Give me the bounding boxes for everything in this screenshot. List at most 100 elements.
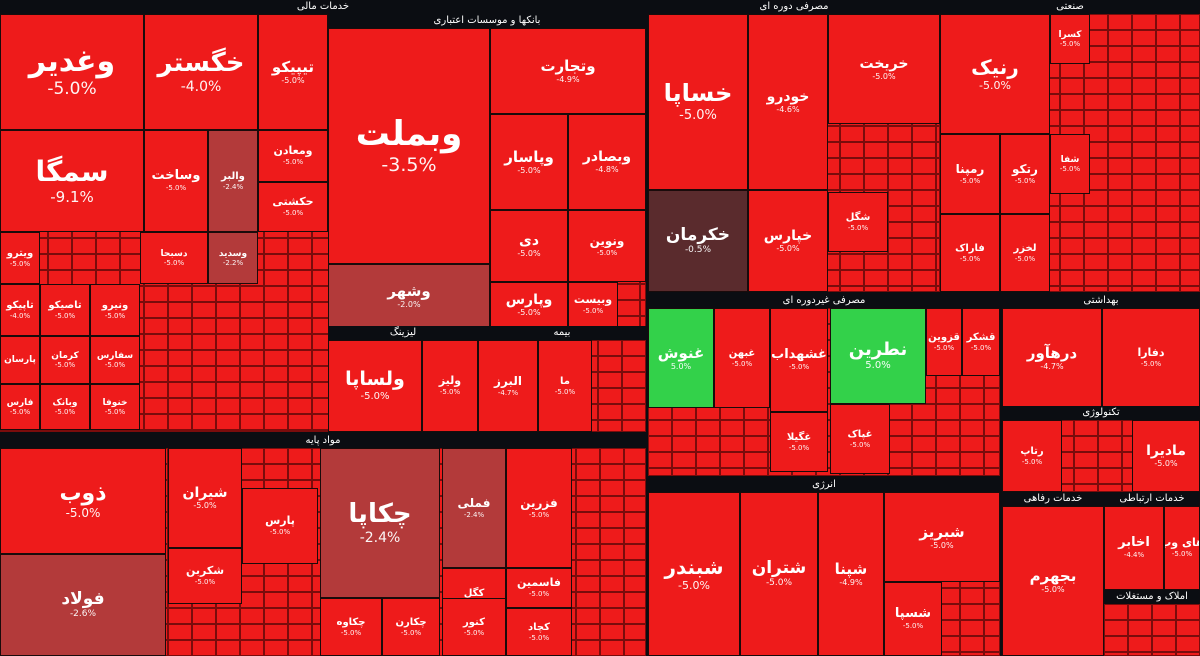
minor-stock-tile[interactable]: [1108, 286, 1132, 292]
stock-tile[interactable]: البرز -4.7%: [478, 340, 538, 432]
minor-stock-tile[interactable]: [864, 158, 888, 174]
stock-tile[interactable]: خریخت -5.0%: [828, 14, 940, 124]
minor-stock-tile[interactable]: [616, 284, 640, 300]
minor-stock-tile[interactable]: [1108, 62, 1132, 78]
minor-stock-tile[interactable]: [1132, 158, 1156, 174]
minor-stock-tile[interactable]: [1108, 78, 1132, 94]
minor-stock-tile[interactable]: [288, 238, 312, 254]
stock-tile[interactable]: شسپا -5.0%: [884, 582, 942, 656]
minor-stock-tile[interactable]: [1132, 238, 1156, 254]
stock-tile[interactable]: فاراک -5.0%: [940, 214, 1000, 292]
minor-stock-tile[interactable]: [696, 468, 720, 476]
minor-stock-tile[interactable]: [1156, 78, 1180, 94]
minor-stock-tile[interactable]: [936, 436, 960, 452]
stock-tile[interactable]: کچاد -5.0%: [506, 608, 572, 656]
minor-stock-tile[interactable]: [648, 468, 672, 476]
minor-stock-tile[interactable]: [1132, 190, 1156, 206]
minor-stock-tile[interactable]: [696, 420, 720, 436]
stock-tile[interactable]: حکشتی -5.0%: [258, 182, 328, 232]
minor-stock-tile[interactable]: [624, 560, 646, 576]
minor-stock-tile[interactable]: [72, 430, 96, 432]
minor-stock-tile[interactable]: [1132, 110, 1156, 126]
minor-stock-tile[interactable]: [622, 404, 646, 420]
minor-stock-tile[interactable]: [960, 468, 984, 476]
stock-tile[interactable]: وتجارت -4.9%: [490, 28, 646, 114]
minor-stock-tile[interactable]: [598, 420, 622, 432]
minor-stock-tile[interactable]: [984, 404, 1000, 420]
minor-stock-tile[interactable]: [888, 142, 912, 158]
minor-stock-tile[interactable]: [288, 382, 312, 398]
minor-stock-tile[interactable]: [576, 608, 600, 624]
minor-stock-tile[interactable]: [1180, 126, 1200, 142]
minor-stock-tile[interactable]: [1060, 254, 1084, 270]
minor-stock-tile[interactable]: [888, 270, 912, 286]
minor-stock-tile[interactable]: [1128, 604, 1152, 620]
minor-stock-tile[interactable]: [1180, 142, 1200, 158]
stock-tile[interactable]: چکاوه -5.0%: [320, 598, 382, 656]
minor-stock-tile[interactable]: [1156, 62, 1180, 78]
minor-stock-tile[interactable]: [864, 142, 888, 158]
stock-tile[interactable]: های وب-5.0%: [1164, 506, 1200, 590]
minor-stock-tile[interactable]: [624, 464, 646, 480]
minor-stock-tile[interactable]: [600, 592, 624, 608]
minor-stock-tile[interactable]: [600, 496, 624, 512]
minor-stock-tile[interactable]: [1084, 238, 1108, 254]
stock-tile[interactable]: خودرو -4.6%: [748, 14, 828, 190]
minor-stock-tile[interactable]: [912, 254, 936, 270]
minor-stock-tile[interactable]: [1128, 636, 1152, 652]
minor-stock-tile[interactable]: [288, 334, 312, 350]
minor-stock-tile[interactable]: [1084, 286, 1108, 292]
minor-stock-tile[interactable]: [840, 254, 864, 270]
stock-tile[interactable]: قشکر -5.0%: [962, 308, 1000, 376]
minor-stock-tile[interactable]: [912, 222, 936, 238]
stock-tile[interactable]: درهآور -4.7%: [1002, 308, 1102, 408]
minor-stock-tile[interactable]: [1152, 604, 1176, 620]
minor-stock-tile[interactable]: [912, 206, 936, 222]
minor-stock-tile[interactable]: [600, 512, 624, 528]
minor-stock-tile[interactable]: [744, 436, 768, 452]
minor-stock-tile[interactable]: [168, 430, 192, 432]
minor-stock-tile[interactable]: [192, 286, 216, 302]
minor-stock-tile[interactable]: [1180, 174, 1200, 190]
minor-stock-tile[interactable]: [1060, 206, 1084, 222]
minor-stock-tile[interactable]: [984, 636, 1000, 652]
minor-stock-tile[interactable]: [888, 126, 912, 142]
stock-tile[interactable]: شیران -5.0%: [168, 448, 242, 548]
minor-stock-tile[interactable]: [1132, 78, 1156, 94]
minor-stock-tile[interactable]: [72, 254, 96, 270]
minor-stock-tile[interactable]: [240, 382, 264, 398]
minor-stock-tile[interactable]: [1132, 270, 1156, 286]
minor-stock-tile[interactable]: [1074, 420, 1098, 436]
minor-stock-tile[interactable]: [192, 366, 216, 382]
minor-stock-tile[interactable]: [864, 286, 888, 292]
minor-stock-tile[interactable]: [1108, 126, 1132, 142]
minor-stock-tile[interactable]: [1180, 30, 1200, 46]
minor-stock-tile[interactable]: [1132, 222, 1156, 238]
minor-stock-tile[interactable]: [1108, 46, 1132, 62]
minor-stock-tile[interactable]: [168, 334, 192, 350]
minor-stock-tile[interactable]: [1180, 46, 1200, 62]
minor-stock-tile[interactable]: [264, 448, 288, 464]
minor-stock-tile[interactable]: [216, 350, 240, 366]
minor-stock-tile[interactable]: [1098, 452, 1122, 468]
minor-stock-tile[interactable]: [0, 430, 24, 432]
stock-tile[interactable]: وبملت -3.5%: [328, 28, 490, 264]
minor-stock-tile[interactable]: [144, 382, 168, 398]
minor-stock-tile[interactable]: [600, 608, 624, 624]
minor-stock-tile[interactable]: [744, 468, 768, 476]
minor-stock-tile[interactable]: [1132, 174, 1156, 190]
minor-stock-tile[interactable]: [1098, 420, 1122, 436]
minor-stock-tile[interactable]: [1060, 222, 1084, 238]
minor-stock-tile[interactable]: [288, 286, 312, 302]
minor-stock-tile[interactable]: [960, 588, 984, 604]
minor-stock-tile[interactable]: [264, 318, 288, 334]
minor-stock-tile[interactable]: [984, 436, 1000, 452]
minor-stock-tile[interactable]: [648, 452, 672, 468]
minor-stock-tile[interactable]: [984, 420, 1000, 436]
minor-stock-tile[interactable]: [912, 270, 936, 286]
minor-stock-tile[interactable]: [912, 436, 936, 452]
minor-stock-tile[interactable]: [288, 464, 312, 480]
minor-stock-tile[interactable]: [240, 624, 264, 640]
minor-stock-tile[interactable]: [888, 174, 912, 190]
stock-tile[interactable]: کرمان -5.0%: [40, 336, 90, 384]
